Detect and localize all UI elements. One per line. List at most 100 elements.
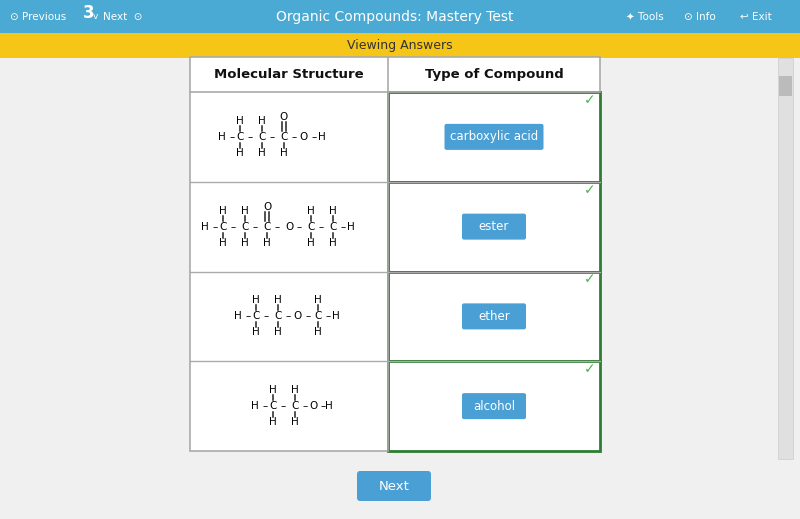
Text: –: – xyxy=(306,311,310,321)
Text: Viewing Answers: Viewing Answers xyxy=(347,39,453,52)
Bar xyxy=(388,271,600,361)
Text: C: C xyxy=(242,222,249,231)
Text: H: H xyxy=(258,116,266,126)
Text: H: H xyxy=(241,238,249,248)
Text: H: H xyxy=(274,327,282,337)
Text: C: C xyxy=(236,132,244,142)
Text: –: – xyxy=(212,222,218,231)
Text: v: v xyxy=(93,12,98,21)
Text: C: C xyxy=(270,401,277,411)
Text: H: H xyxy=(252,327,260,337)
FancyBboxPatch shape xyxy=(462,393,526,419)
Text: C: C xyxy=(307,222,314,231)
Text: –: – xyxy=(270,132,274,142)
Text: H: H xyxy=(280,148,288,158)
Text: H: H xyxy=(219,206,227,215)
Text: H: H xyxy=(318,132,326,142)
Text: –: – xyxy=(320,401,326,411)
Text: –: – xyxy=(340,222,346,231)
Text: ✦ Tools: ✦ Tools xyxy=(626,11,664,21)
Text: H: H xyxy=(258,148,266,158)
Text: –: – xyxy=(230,222,236,231)
Text: Type of Compound: Type of Compound xyxy=(425,68,563,81)
Text: –: – xyxy=(280,401,286,411)
Bar xyxy=(388,361,600,451)
Text: C: C xyxy=(258,132,266,142)
Bar xyxy=(388,182,600,271)
Text: ✓: ✓ xyxy=(584,93,596,107)
Text: alcohol: alcohol xyxy=(473,400,515,413)
Text: H: H xyxy=(325,401,333,411)
Text: H: H xyxy=(347,222,355,231)
Text: H: H xyxy=(314,327,322,337)
Text: ⊙ Info: ⊙ Info xyxy=(684,11,716,21)
Text: ✓: ✓ xyxy=(584,362,596,376)
Bar xyxy=(0,33,800,58)
Text: –: – xyxy=(318,222,324,231)
Text: H: H xyxy=(269,385,277,395)
Text: H: H xyxy=(274,295,282,305)
Text: H: H xyxy=(251,401,259,411)
Text: H: H xyxy=(329,206,337,215)
Text: ✓: ✓ xyxy=(584,272,596,286)
Text: H: H xyxy=(291,417,299,427)
Bar xyxy=(778,58,793,459)
Text: C: C xyxy=(291,401,298,411)
Text: O: O xyxy=(280,112,288,122)
Text: Organic Compounds: Mastery Test: Organic Compounds: Mastery Test xyxy=(276,9,514,23)
Text: carboxylic acid: carboxylic acid xyxy=(450,130,538,143)
Bar xyxy=(0,58,800,519)
Text: C: C xyxy=(263,222,270,231)
Bar xyxy=(0,0,800,33)
Text: –: – xyxy=(296,222,302,231)
FancyBboxPatch shape xyxy=(445,124,543,150)
Text: 3: 3 xyxy=(83,5,94,22)
Text: –: – xyxy=(230,132,234,142)
Text: H: H xyxy=(291,385,299,395)
Text: –: – xyxy=(326,311,330,321)
Text: H: H xyxy=(236,116,244,126)
Text: O: O xyxy=(285,222,293,231)
Text: ⊙ Previous: ⊙ Previous xyxy=(10,11,66,21)
Text: –: – xyxy=(286,311,290,321)
Text: H: H xyxy=(219,238,227,248)
Text: C: C xyxy=(280,132,288,142)
Text: –: – xyxy=(274,222,280,231)
Text: H: H xyxy=(241,206,249,215)
Text: ester: ester xyxy=(479,220,509,233)
Text: Next: Next xyxy=(378,480,410,493)
Text: H: H xyxy=(307,238,315,248)
Text: H: H xyxy=(218,132,226,142)
Bar xyxy=(388,92,600,182)
FancyBboxPatch shape xyxy=(462,214,526,240)
FancyBboxPatch shape xyxy=(462,304,526,330)
Text: Molecular Structure: Molecular Structure xyxy=(214,68,364,81)
Text: –: – xyxy=(246,311,250,321)
Text: H: H xyxy=(269,417,277,427)
Text: H: H xyxy=(329,238,337,248)
Text: –: – xyxy=(311,132,317,142)
Text: H: H xyxy=(236,148,244,158)
Text: ↩ Exit: ↩ Exit xyxy=(740,11,772,21)
Text: –: – xyxy=(252,222,258,231)
Text: C: C xyxy=(314,311,322,321)
Text: –: – xyxy=(247,132,253,142)
Text: H: H xyxy=(234,311,242,321)
Text: H: H xyxy=(201,222,209,231)
Text: C: C xyxy=(330,222,337,231)
Text: O: O xyxy=(309,401,317,411)
Text: C: C xyxy=(252,311,260,321)
Text: –: – xyxy=(262,401,268,411)
Text: –: – xyxy=(302,401,308,411)
Text: –: – xyxy=(263,311,269,321)
Text: C: C xyxy=(219,222,226,231)
Text: O: O xyxy=(300,132,308,142)
FancyBboxPatch shape xyxy=(357,471,431,501)
Bar xyxy=(190,57,600,451)
Text: ✓: ✓ xyxy=(584,183,596,197)
Text: H: H xyxy=(252,295,260,305)
Text: H: H xyxy=(263,238,271,248)
Text: H: H xyxy=(314,295,322,305)
Text: H: H xyxy=(307,206,315,215)
Text: Next  ⊙: Next ⊙ xyxy=(103,11,142,21)
